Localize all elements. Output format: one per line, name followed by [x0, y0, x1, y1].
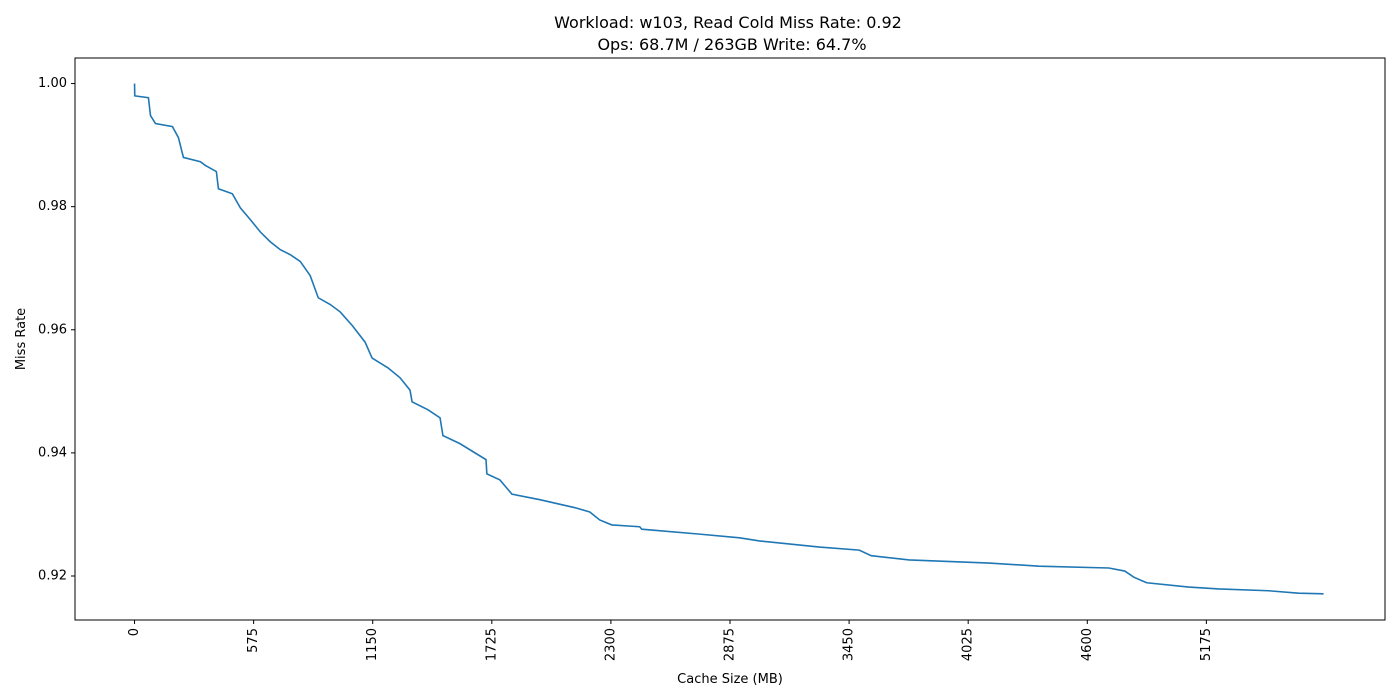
x-tick-label: 4025 — [961, 628, 976, 661]
x-tick-label: 4600 — [1080, 628, 1095, 661]
plot-frame — [74, 57, 1386, 621]
chart-title: Workload: w103, Read Cold Miss Rate: 0.9… — [554, 13, 902, 32]
x-tick-label: 1150 — [365, 628, 380, 661]
y-tick-label: 0.98 — [38, 199, 67, 214]
y-tick-label: 1.00 — [38, 76, 67, 91]
chart-subtitle: Ops: 68.7M / 263GB Write: 64.7% — [597, 35, 866, 54]
data-line — [133, 83, 1324, 595]
x-tick-label: 1725 — [484, 628, 499, 661]
x-tick-label: 5175 — [1199, 628, 1214, 661]
x-tick-label: 2875 — [723, 628, 738, 661]
x-tick-label: 2300 — [603, 628, 618, 661]
y-tick-label: 0.92 — [38, 568, 67, 583]
x-axis-label: Cache Size (MB) — [677, 672, 783, 687]
y-tick-label: 0.94 — [38, 445, 67, 460]
x-tick-label: 575 — [246, 628, 261, 653]
x-tick-label: 3450 — [842, 628, 857, 661]
y-axis-label: Miss Rate — [14, 308, 29, 370]
y-tick-label: 0.96 — [38, 322, 67, 337]
x-tick-label: 0 — [127, 628, 142, 636]
